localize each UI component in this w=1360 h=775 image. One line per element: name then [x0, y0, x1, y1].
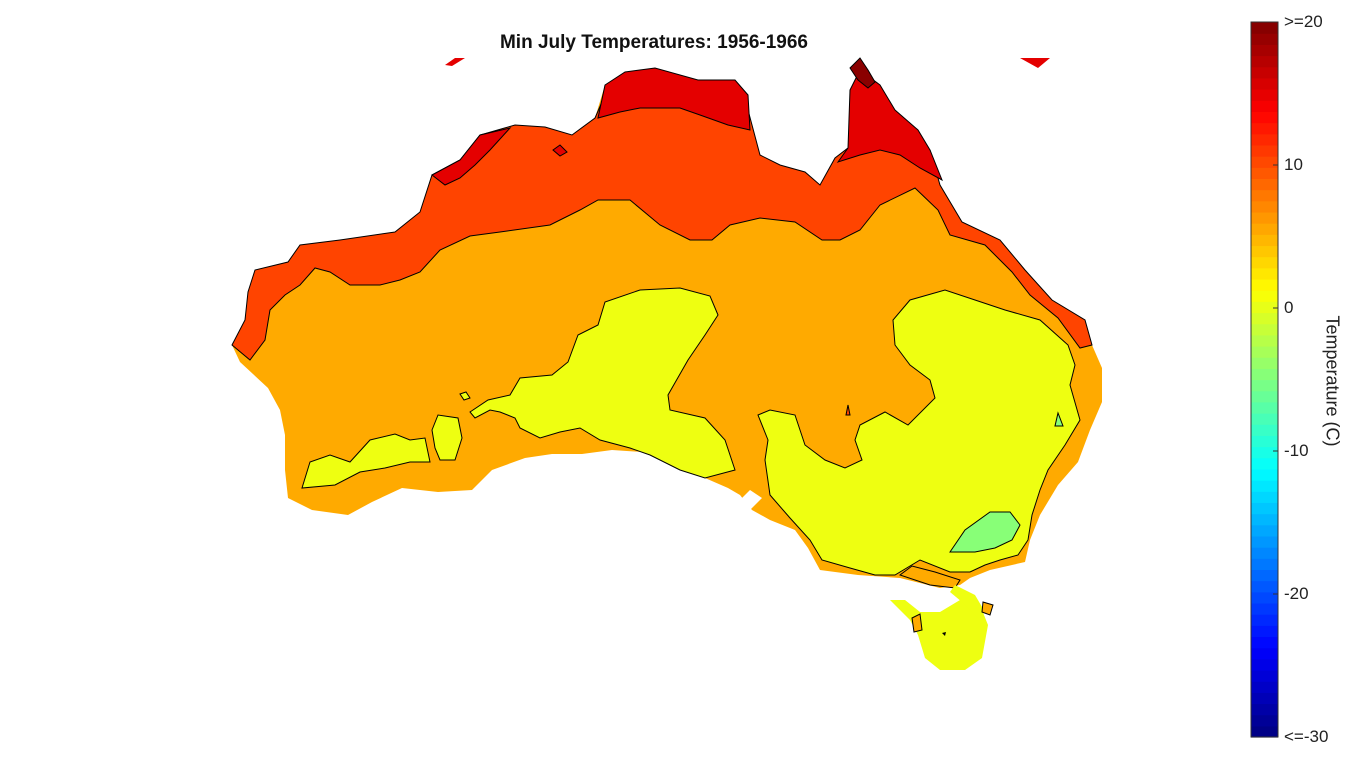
colorbar-segment	[1251, 256, 1278, 269]
colorbar-segment	[1251, 89, 1278, 101]
colorbar-segment	[1251, 234, 1278, 247]
colorbar-segment	[1251, 703, 1278, 716]
colorbar-segment	[1251, 33, 1278, 45]
zone-5-10c	[898, 565, 961, 589]
colorbar-segment	[1251, 133, 1278, 146]
colorbar-segment	[1251, 602, 1278, 615]
colorbar-segment	[1251, 267, 1278, 280]
colorbar-segment	[1251, 513, 1278, 526]
colorbar-segment	[1251, 77, 1278, 90]
colorbar-segment	[1251, 524, 1278, 537]
colorbar-segment	[1251, 379, 1278, 392]
colorbar	[1250, 21, 1279, 738]
zone-above-20c	[849, 57, 876, 89]
zone-10-15c	[231, 89, 1093, 361]
colorbar-segment	[1251, 334, 1278, 347]
colorbar-segment	[1251, 156, 1278, 168]
zone-above-15c	[1020, 58, 1050, 68]
bass-strait-link	[950, 585, 985, 618]
colorbar-segment	[1251, 636, 1278, 649]
colorbar-segment	[1251, 66, 1278, 79]
zone-above-15c	[552, 144, 568, 157]
colorbar-segment	[1251, 692, 1278, 705]
zone-0-5c	[301, 433, 431, 489]
colorbar-segment	[1251, 625, 1278, 638]
colorbar-segment	[1251, 223, 1278, 235]
zone-above-15c	[836, 69, 943, 182]
colorbar-segment	[1251, 301, 1278, 314]
zone-above-15c	[597, 67, 751, 131]
colorbar-segment	[1251, 413, 1278, 425]
colorbar-segment	[1251, 55, 1278, 68]
colorbar-segment	[1251, 457, 1278, 470]
zone-0-5c	[431, 414, 463, 461]
colorbar-segment	[1251, 658, 1278, 671]
colorbar-segment	[1251, 681, 1278, 693]
colorbar-segment	[1251, 390, 1278, 403]
colorbar-segment	[1251, 290, 1278, 302]
colorbar-segment	[1251, 44, 1278, 57]
colorbar-segment	[1251, 312, 1278, 325]
colorbar-segment	[1251, 580, 1278, 593]
zone-above-15c	[445, 58, 465, 66]
colorbar-segment	[1251, 468, 1278, 481]
colorbar-segment	[1251, 547, 1278, 559]
colorbar-frame	[1250, 21, 1279, 738]
colorbar-segment	[1251, 278, 1278, 291]
sea-gap	[735, 490, 762, 515]
colorbar-segment	[1251, 167, 1278, 180]
colorbar-tick-label: <=-30	[1284, 727, 1329, 746]
colorbar-segment	[1251, 491, 1278, 503]
tasmania-spot	[942, 632, 946, 636]
zone-0-5c	[459, 391, 471, 401]
colorbar-tick-label: >=20	[1284, 12, 1323, 31]
colorbar-segment	[1251, 725, 1278, 738]
tasmania-coast	[981, 601, 994, 616]
colorbar-segment	[1251, 345, 1278, 358]
map-title: Min July Temperatures: 1956-1966	[499, 32, 808, 53]
colorbar-segment	[1251, 480, 1278, 492]
colorbar-segment	[1251, 100, 1278, 112]
colorbar-tick-label: -20	[1284, 584, 1309, 603]
tasmania-coast	[911, 613, 923, 633]
colorbar-segment	[1251, 211, 1278, 224]
zone-above-15c	[431, 127, 512, 186]
colorbar-segment	[1251, 647, 1278, 660]
colorbar-tick-label: 10	[1284, 155, 1303, 174]
colorbar-segment	[1251, 446, 1278, 459]
colorbar-label: Temperature (C)	[1322, 315, 1343, 447]
colorbar-segment	[1251, 502, 1278, 515]
zone-10-15c	[845, 404, 851, 416]
colorbar-segment	[1251, 591, 1278, 604]
colorbar-segment	[1251, 614, 1278, 626]
colorbar-segment	[1251, 189, 1278, 202]
colorbar-tick-label: -10	[1284, 441, 1309, 460]
colorbar-tick-label: 0	[1284, 298, 1294, 317]
colorbar-segment	[1251, 569, 1278, 582]
colorbar-segment	[1251, 714, 1278, 727]
colorbar-segment	[1251, 245, 1278, 258]
colorbar-segment	[1251, 669, 1278, 682]
colorbar-segment	[1251, 368, 1278, 381]
colorbar-segment	[1251, 122, 1278, 135]
colorbar-segment	[1251, 323, 1278, 336]
zone-0-5c	[757, 289, 1081, 576]
colorbar-segment	[1251, 424, 1278, 436]
colorbar-segment	[1251, 22, 1278, 34]
colorbar-segment	[1251, 357, 1278, 369]
colorbar-segment	[1251, 535, 1278, 548]
colorbar-segment	[1251, 435, 1278, 448]
zone-0-5c	[469, 287, 736, 479]
colorbar-segment	[1251, 144, 1278, 157]
colorbar-segment	[1251, 200, 1278, 213]
colorbar-segment	[1251, 558, 1278, 571]
colorbar-segment	[1251, 178, 1278, 191]
zone-below-0c	[1054, 411, 1064, 427]
colorbar-segment	[1251, 111, 1278, 124]
zone-below-0c	[949, 511, 1021, 553]
colorbar-segment	[1251, 401, 1278, 414]
